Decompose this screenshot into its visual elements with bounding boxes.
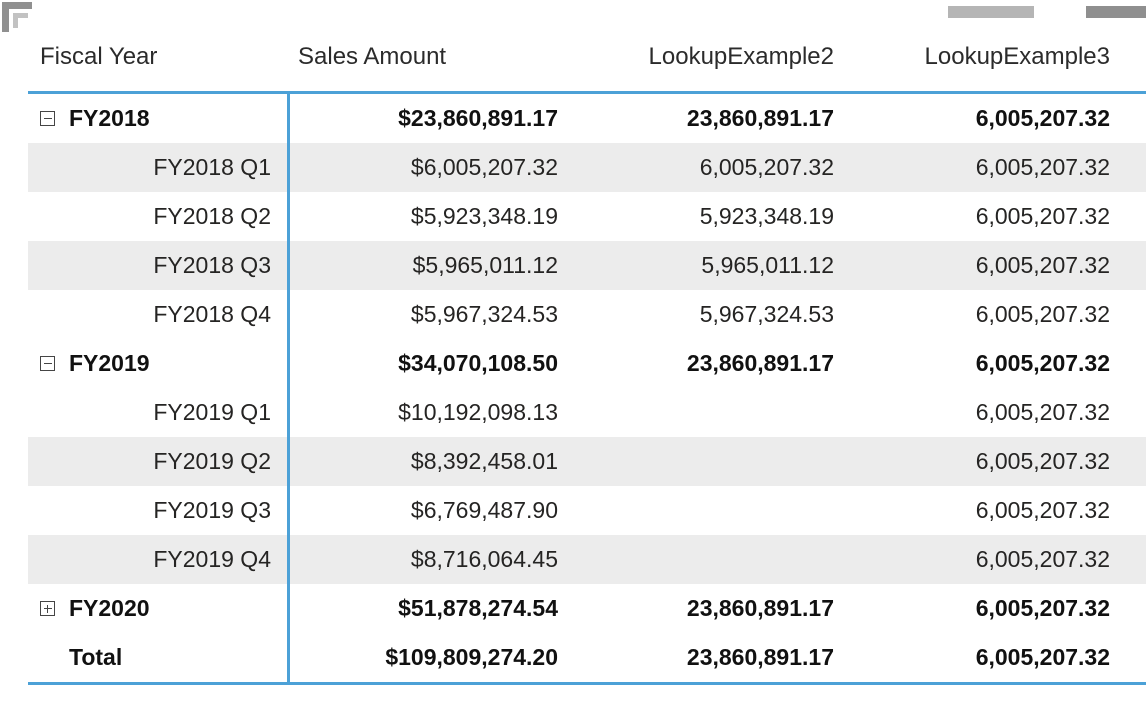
horizontal-scrollbar-thumb[interactable] xyxy=(948,6,1034,18)
drag-handle-inner-bracket xyxy=(13,13,28,28)
column-header-lookupexample2[interactable]: LookupExample2 xyxy=(648,42,834,70)
row-label: FY2018 Q4 xyxy=(153,301,271,327)
table-row[interactable]: FY2019 Q4 $8,716,064.45 6,005,207.32 xyxy=(28,535,1146,584)
lookupexample3-cell[interactable]: 6,005,207.32 xyxy=(975,252,1110,278)
collapse-icon[interactable] xyxy=(40,356,55,371)
row-label: FY2019 xyxy=(69,350,150,376)
sales-amount-cell[interactable]: $6,005,207.32 xyxy=(410,154,558,180)
row-label: FY2019 Q3 xyxy=(153,497,271,523)
lookupexample2-cell[interactable]: 6,005,207.32 xyxy=(699,154,834,180)
sales-amount-cell[interactable]: $51,878,274.54 xyxy=(398,595,558,621)
table-row[interactable]: FY2019 Q3 $6,769,487.90 6,005,207.32 xyxy=(28,486,1146,535)
fiscal-year-cell[interactable]: FY2018 Q2 xyxy=(28,192,290,241)
sales-amount-cell[interactable]: $5,965,011.12 xyxy=(412,252,558,278)
lookupexample3-cell[interactable]: 6,005,207.32 xyxy=(975,448,1110,474)
sales-amount-cell[interactable]: $8,392,458.01 xyxy=(410,448,558,474)
lookupexample2-cell[interactable] xyxy=(562,535,838,584)
sales-amount-cell[interactable]: $109,809,274.20 xyxy=(385,644,558,670)
lookupexample3-cell[interactable]: 6,005,207.32 xyxy=(975,154,1110,180)
header-row: Fiscal Year Sales Amount LookupExample2 … xyxy=(28,22,1146,94)
sales-amount-cell[interactable]: $10,192,098.13 xyxy=(398,399,558,425)
lookupexample3-cell[interactable]: 6,005,207.32 xyxy=(975,497,1110,523)
fiscal-year-cell[interactable]: FY2019 Q1 xyxy=(28,388,290,437)
row-label: Total xyxy=(69,644,123,670)
lookupexample2-cell[interactable]: 23,860,891.17 xyxy=(686,595,834,621)
drag-handle-outer-bracket xyxy=(2,2,32,32)
row-label: FY2019 Q1 xyxy=(153,399,271,425)
sales-amount-cell[interactable]: $5,923,348.19 xyxy=(410,203,558,229)
column-header-sales-amount[interactable]: Sales Amount xyxy=(298,42,447,70)
matrix-body: FY2018 $23,860,891.17 23,860,891.17 6,00… xyxy=(28,94,1146,685)
lookupexample3-cell[interactable]: 6,005,207.32 xyxy=(975,595,1110,621)
row-label: FY2018 xyxy=(69,105,150,131)
fiscal-year-cell[interactable]: FY2018 Q3 xyxy=(28,241,290,290)
lookupexample3-cell[interactable]: 6,005,207.32 xyxy=(975,105,1110,131)
lookupexample3-cell[interactable]: 6,005,207.32 xyxy=(975,203,1110,229)
fiscal-year-cell[interactable]: FY2019 Q4 xyxy=(28,535,290,584)
lookupexample2-cell[interactable]: 23,860,891.17 xyxy=(686,644,834,670)
table-row[interactable]: FY2018 Q3 $5,965,011.12 5,965,011.12 6,0… xyxy=(28,241,1146,290)
lookupexample3-cell[interactable]: 6,005,207.32 xyxy=(975,350,1110,376)
table-row[interactable]: FY2019 Q2 $8,392,458.01 6,005,207.32 xyxy=(28,437,1146,486)
row-label: FY2019 Q4 xyxy=(153,546,271,572)
row-label: FY2018 Q2 xyxy=(153,203,271,229)
collapse-icon[interactable] xyxy=(40,111,55,126)
lookupexample3-cell[interactable]: 6,005,207.32 xyxy=(975,301,1110,327)
sales-amount-cell[interactable]: $5,967,324.53 xyxy=(410,301,558,327)
table-row[interactable]: FY2018 Q1 $6,005,207.32 6,005,207.32 6,0… xyxy=(28,143,1146,192)
sales-amount-cell[interactable]: $8,716,064.45 xyxy=(410,546,558,572)
sales-amount-cell[interactable]: $23,860,891.17 xyxy=(398,105,558,131)
visual-drag-handle-icon[interactable] xyxy=(0,0,36,36)
fiscal-year-cell[interactable]: FY2020 xyxy=(28,584,290,633)
table-row[interactable]: Total $109,809,274.20 23,860,891.17 6,00… xyxy=(28,633,1146,682)
fiscal-year-cell[interactable]: FY2018 Q1 xyxy=(28,143,290,192)
fiscal-year-cell[interactable]: Total xyxy=(28,633,290,682)
row-label: FY2018 Q3 xyxy=(153,252,271,278)
table-row[interactable]: FY2019 $34,070,108.50 23,860,891.17 6,00… xyxy=(28,339,1146,388)
fiscal-year-cell[interactable]: FY2019 Q3 xyxy=(28,486,290,535)
lookupexample2-cell[interactable]: 5,967,324.53 xyxy=(699,301,834,327)
row-label: FY2018 Q1 xyxy=(153,154,271,180)
lookupexample3-cell[interactable]: 6,005,207.32 xyxy=(975,644,1110,670)
table-row[interactable]: FY2019 Q1 $10,192,098.13 6,005,207.32 xyxy=(28,388,1146,437)
row-label: FY2020 xyxy=(69,595,150,621)
lookupexample2-cell[interactable] xyxy=(562,486,838,535)
lookupexample2-cell[interactable] xyxy=(562,437,838,486)
fiscal-year-cell[interactable]: FY2018 xyxy=(28,94,290,143)
sales-amount-cell[interactable]: $6,769,487.90 xyxy=(410,497,558,523)
column-header-lookupexample3[interactable]: LookupExample3 xyxy=(924,42,1110,70)
lookupexample2-cell[interactable] xyxy=(562,388,838,437)
expand-icon[interactable] xyxy=(40,601,55,616)
fiscal-year-cell[interactable]: FY2019 xyxy=(28,339,290,388)
lookupexample3-cell[interactable]: 6,005,207.32 xyxy=(975,399,1110,425)
lookupexample2-cell[interactable]: 5,965,011.12 xyxy=(701,252,834,278)
fiscal-year-cell[interactable]: FY2018 Q4 xyxy=(28,290,290,339)
matrix-visual: Fiscal Year Sales Amount LookupExample2 … xyxy=(28,22,1146,685)
column-header-fiscal-year[interactable]: Fiscal Year xyxy=(40,42,158,70)
lookupexample2-cell[interactable]: 23,860,891.17 xyxy=(686,105,834,131)
lookupexample2-cell[interactable]: 5,923,348.19 xyxy=(699,203,834,229)
horizontal-scrollbar-end[interactable] xyxy=(1086,6,1146,18)
table-row[interactable]: FY2020 $51,878,274.54 23,860,891.17 6,00… xyxy=(28,584,1146,633)
lookupexample3-cell[interactable]: 6,005,207.32 xyxy=(975,546,1110,572)
row-label: FY2019 Q2 xyxy=(153,448,271,474)
lookupexample2-cell[interactable]: 23,860,891.17 xyxy=(686,350,834,376)
fiscal-year-cell[interactable]: FY2019 Q2 xyxy=(28,437,290,486)
table-row[interactable]: FY2018 Q2 $5,923,348.19 5,923,348.19 6,0… xyxy=(28,192,1146,241)
table-row[interactable]: FY2018 $23,860,891.17 23,860,891.17 6,00… xyxy=(28,94,1146,143)
sales-amount-cell[interactable]: $34,070,108.50 xyxy=(398,350,558,376)
table-row[interactable]: FY2018 Q4 $5,967,324.53 5,967,324.53 6,0… xyxy=(28,290,1146,339)
